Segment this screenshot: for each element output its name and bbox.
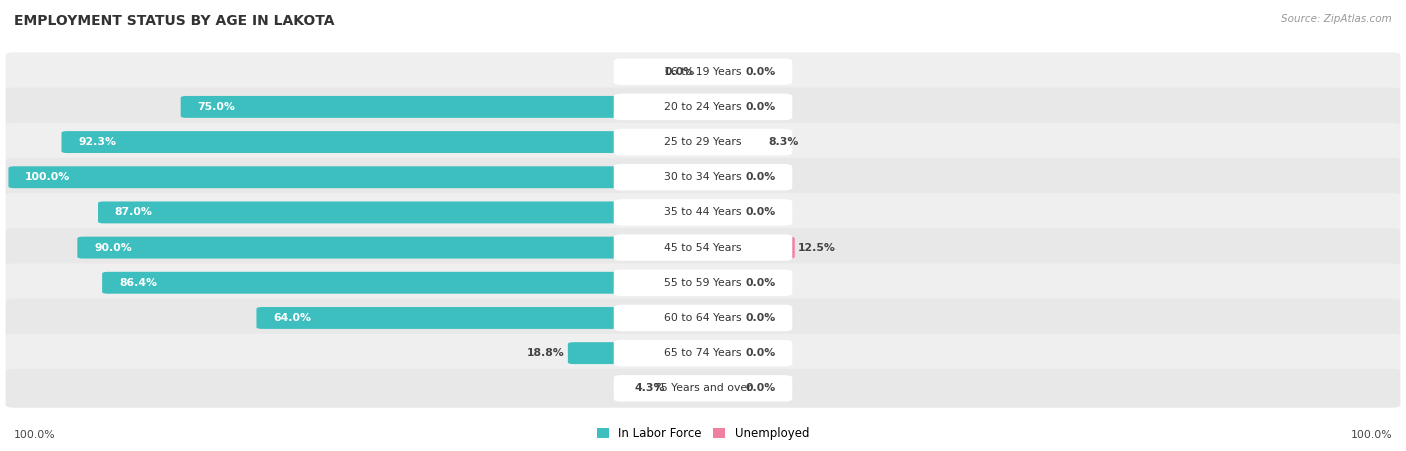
Text: 75 Years and over: 75 Years and over (654, 383, 752, 393)
Text: 12.5%: 12.5% (797, 243, 835, 253)
Text: 90.0%: 90.0% (94, 243, 132, 253)
Text: 60 to 64 Years: 60 to 64 Years (664, 313, 742, 323)
Text: Source: ZipAtlas.com: Source: ZipAtlas.com (1281, 14, 1392, 23)
Text: 16 to 19 Years: 16 to 19 Years (664, 67, 742, 77)
Text: 0.0%: 0.0% (745, 278, 776, 288)
Text: 20 to 24 Years: 20 to 24 Years (664, 102, 742, 112)
Text: 65 to 74 Years: 65 to 74 Years (664, 348, 742, 358)
Text: 0.0%: 0.0% (745, 67, 776, 77)
Text: 25 to 29 Years: 25 to 29 Years (664, 137, 742, 147)
Text: 100.0%: 100.0% (25, 172, 70, 182)
Legend: In Labor Force, Unemployed: In Labor Force, Unemployed (592, 423, 814, 445)
Text: 0.0%: 0.0% (745, 207, 776, 217)
Text: 0.0%: 0.0% (745, 172, 776, 182)
Text: 35 to 44 Years: 35 to 44 Years (664, 207, 742, 217)
Text: 4.3%: 4.3% (634, 383, 665, 393)
Text: 92.3%: 92.3% (79, 137, 117, 147)
Text: 100.0%: 100.0% (14, 430, 56, 440)
Text: 87.0%: 87.0% (115, 207, 153, 217)
Text: EMPLOYMENT STATUS BY AGE IN LAKOTA: EMPLOYMENT STATUS BY AGE IN LAKOTA (14, 14, 335, 28)
Text: 30 to 34 Years: 30 to 34 Years (664, 172, 742, 182)
Text: 55 to 59 Years: 55 to 59 Years (664, 278, 742, 288)
Text: 86.4%: 86.4% (120, 278, 157, 288)
Text: 0.0%: 0.0% (664, 67, 695, 77)
Text: 0.0%: 0.0% (745, 313, 776, 323)
Text: 18.8%: 18.8% (527, 348, 565, 358)
Text: 8.3%: 8.3% (769, 137, 799, 147)
Text: 64.0%: 64.0% (273, 313, 311, 323)
Text: 45 to 54 Years: 45 to 54 Years (664, 243, 742, 253)
Text: 75.0%: 75.0% (197, 102, 235, 112)
Text: 0.0%: 0.0% (745, 383, 776, 393)
Text: 0.0%: 0.0% (745, 348, 776, 358)
Text: 0.0%: 0.0% (745, 102, 776, 112)
Text: 100.0%: 100.0% (1350, 430, 1392, 440)
